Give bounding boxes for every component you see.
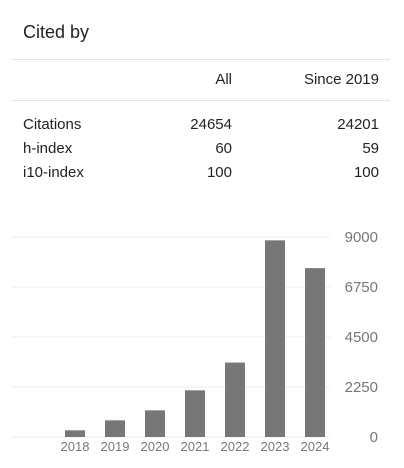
chart-y-axis: 9000 6750 4500 2250 0 <box>345 229 378 446</box>
stat-value-all: 100 <box>206 164 232 181</box>
bar-2021[interactable] <box>185 390 205 437</box>
stat-label[interactable]: h-index <box>23 140 73 157</box>
bar-2018[interactable] <box>65 430 85 437</box>
y-tick-label: 6750 <box>345 279 378 296</box>
x-tick-label: 2018 <box>61 439 90 454</box>
stat-row-h-index: h-index 60 59 <box>0 137 404 161</box>
y-tick-label: 2250 <box>345 379 378 396</box>
x-tick-label: 2022 <box>221 439 250 454</box>
stat-value-all: 24654 <box>190 116 232 133</box>
stat-row-i10-index: i10-index 100 100 <box>0 161 404 185</box>
x-tick-label: 2021 <box>181 439 210 454</box>
bar-2019[interactable] <box>105 420 125 437</box>
bar-2022[interactable] <box>225 362 245 437</box>
column-header-all: All <box>215 71 232 88</box>
chart-x-axis: 2018 2019 2020 2021 2022 2023 2024 <box>61 439 330 454</box>
x-tick-label: 2020 <box>141 439 170 454</box>
bar-2020[interactable] <box>145 410 165 437</box>
x-tick-label: 2024 <box>301 439 330 454</box>
x-tick-label: 2019 <box>101 439 130 454</box>
column-header-since[interactable]: Since 2019 <box>303 71 379 88</box>
cited-by-title: Cited by <box>23 22 90 42</box>
table-header-divider <box>11 100 390 101</box>
bar-2023[interactable] <box>265 240 285 437</box>
y-tick-label: 9000 <box>345 229 378 246</box>
y-tick-label: 4500 <box>345 329 378 346</box>
bar-2024[interactable] <box>305 268 325 437</box>
stat-value-since: 24201 <box>337 116 379 133</box>
stat-label[interactable]: Citations <box>23 116 82 133</box>
header-divider <box>11 59 390 60</box>
stat-value-since: 100 <box>353 164 379 181</box>
stat-label[interactable]: i10-index <box>23 164 84 181</box>
stat-value-all: 60 <box>215 140 232 157</box>
chart-bars <box>65 240 325 437</box>
x-tick-label: 2023 <box>261 439 290 454</box>
stat-value-since: 59 <box>362 140 379 157</box>
stat-row-citations: Citations 24654 24201 <box>0 113 404 137</box>
y-tick-label: 0 <box>370 429 378 446</box>
